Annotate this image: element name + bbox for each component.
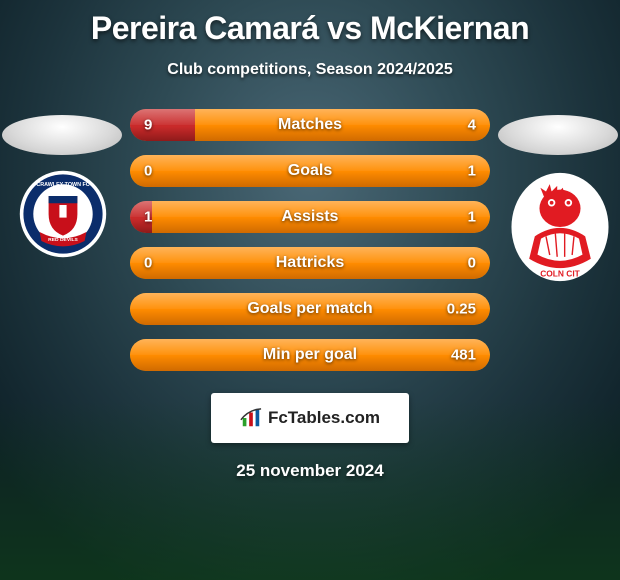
date-label: 25 november 2024 <box>0 461 620 481</box>
stat-fill-left <box>130 201 152 233</box>
page-title: Pereira Camará vs McKiernan <box>0 0 620 47</box>
subtitle: Club competitions, Season 2024/2025 <box>0 61 620 79</box>
stat-track <box>130 201 490 233</box>
comparison-panel: CRAWLEY TOWN FC RED DEVILS <box>0 109 620 481</box>
stat-track <box>130 155 490 187</box>
club-right-badge: COLN CIT <box>508 171 612 283</box>
stat-fill-right <box>130 247 490 279</box>
stat-track <box>130 293 490 325</box>
stat-track <box>130 109 490 141</box>
svg-text:COLN CIT: COLN CIT <box>540 268 580 278</box>
stat-row: Goals01 <box>130 155 490 187</box>
stat-row: Hattricks00 <box>130 247 490 279</box>
stat-bars: Matches94 Goals01 Assists11 Hattricks00 Goal… <box>130 109 490 371</box>
stat-fill-right <box>195 109 490 141</box>
stat-fill-left <box>130 109 195 141</box>
stat-row: Goals per match0.25 <box>130 293 490 325</box>
watermark[interactable]: FcTables.com <box>211 393 409 443</box>
stat-fill-right <box>130 155 490 187</box>
stat-track <box>130 339 490 371</box>
stat-track <box>130 247 490 279</box>
watermark-text: FcTables.com <box>268 408 380 428</box>
club-left-badge: CRAWLEY TOWN FC RED DEVILS <box>18 169 108 259</box>
stat-fill-right <box>130 293 490 325</box>
stat-fill-right <box>130 339 490 371</box>
stat-row: Min per goal481 <box>130 339 490 371</box>
stat-row: Assists11 <box>130 201 490 233</box>
player-left-headshot <box>2 115 122 155</box>
svg-text:RED DEVILS: RED DEVILS <box>48 237 78 243</box>
fctables-icon <box>240 407 262 429</box>
player-right-headshot <box>498 115 618 155</box>
stat-fill-right <box>152 201 490 233</box>
svg-text:CRAWLEY TOWN FC: CRAWLEY TOWN FC <box>36 182 89 188</box>
stat-row: Matches94 <box>130 109 490 141</box>
